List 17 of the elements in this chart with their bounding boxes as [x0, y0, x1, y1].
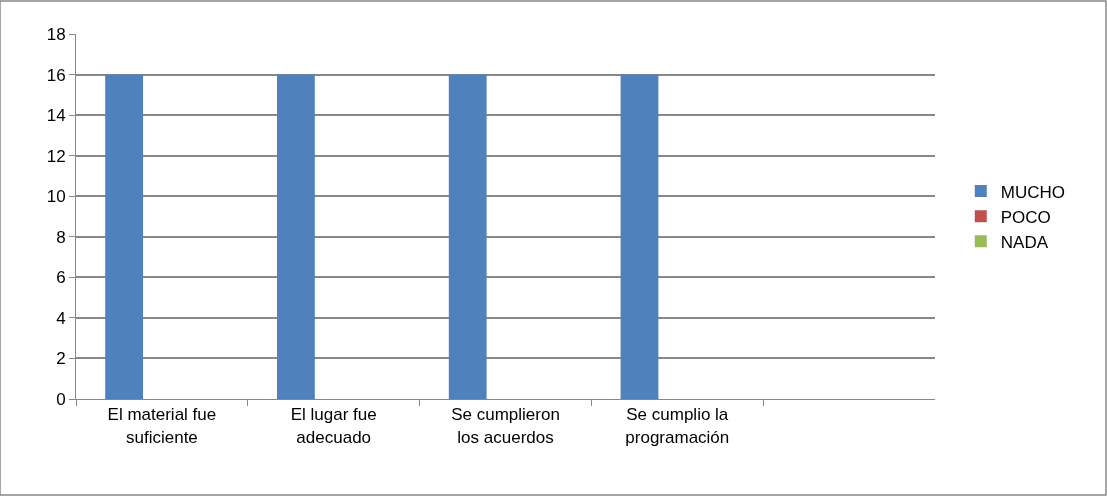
y-tick-label: 6 — [56, 268, 66, 288]
y-tick-label: 4 — [56, 308, 66, 328]
x-tick-label: El lugar fue adecuado — [290, 405, 377, 447]
x-tick-label: El material fue suficiente — [107, 405, 217, 447]
y-tick-label: 8 — [56, 227, 66, 247]
y-tick-label: 14 — [46, 106, 66, 126]
legend-label: NADA — [1000, 232, 1049, 252]
legend-label: POCO — [1000, 207, 1051, 227]
legend-label: MUCHO — [1000, 182, 1065, 202]
y-tick-label: 10 — [46, 187, 66, 207]
x-tick-label: Se cumplieron los acuerdos — [451, 405, 560, 447]
y-tick-label: 16 — [46, 65, 66, 85]
y-tick-label: 18 — [46, 24, 66, 44]
x-tick-label: Se cumplio la programación — [625, 405, 730, 447]
y-tick-label: 2 — [56, 349, 66, 369]
y-tick-label: 12 — [46, 146, 66, 166]
y-tick-label: 0 — [56, 389, 66, 409]
